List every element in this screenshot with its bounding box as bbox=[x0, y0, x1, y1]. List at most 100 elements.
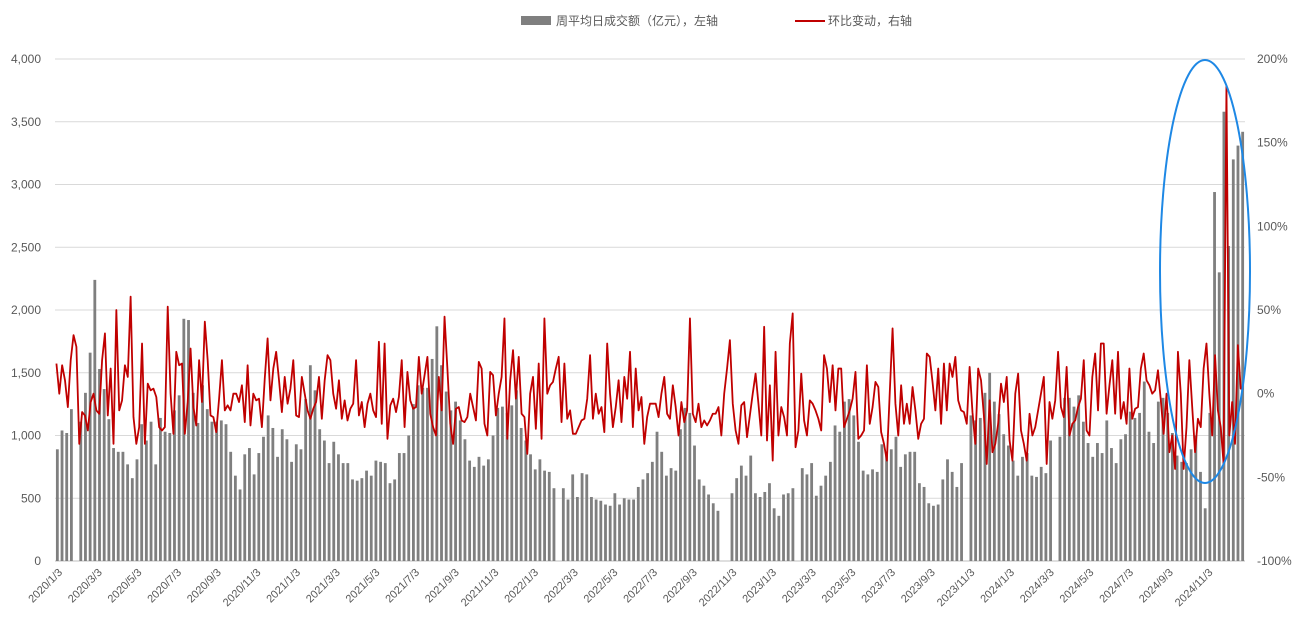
bar bbox=[1067, 397, 1071, 561]
legend-line-label: 环比变动，右轴 bbox=[828, 13, 912, 28]
bar bbox=[782, 494, 785, 561]
bar bbox=[857, 441, 860, 561]
bar bbox=[922, 486, 926, 561]
bar bbox=[135, 459, 139, 561]
bar bbox=[571, 474, 575, 561]
bar bbox=[913, 451, 917, 561]
bar bbox=[252, 474, 256, 561]
bar bbox=[664, 475, 668, 561]
x-tick-label: 2021/1/3 bbox=[264, 567, 303, 606]
legend: 周平均日成交额（亿元），左轴 环比变动，右轴 bbox=[521, 13, 912, 28]
bar bbox=[1199, 471, 1202, 561]
legend-bar-swatch bbox=[521, 16, 551, 25]
bar bbox=[538, 459, 542, 561]
bar bbox=[60, 430, 64, 561]
bar bbox=[430, 358, 434, 561]
bar bbox=[660, 451, 664, 561]
bar bbox=[280, 429, 284, 561]
bar bbox=[1128, 411, 1132, 561]
bar bbox=[885, 454, 888, 561]
x-tick-label: 2021/3/3 bbox=[304, 567, 343, 606]
bar bbox=[322, 440, 326, 561]
right-tick-label: 100% bbox=[1257, 219, 1288, 233]
left-tick-label: 3,500 bbox=[11, 115, 41, 129]
bar bbox=[271, 427, 275, 561]
x-tick-label: 2024/1/3 bbox=[978, 567, 1017, 606]
bar bbox=[1072, 406, 1076, 561]
bar bbox=[229, 451, 233, 561]
right-tick-label: 50% bbox=[1257, 303, 1281, 317]
bar bbox=[861, 470, 865, 561]
bar bbox=[215, 421, 219, 561]
bar bbox=[383, 463, 387, 561]
bar bbox=[1007, 445, 1010, 561]
bar bbox=[533, 469, 537, 561]
bar bbox=[468, 460, 472, 561]
left-axis: 0 500 1,000 1,500 2,000 2,500 3,000 3,500 4,000 bbox=[11, 52, 41, 568]
bar bbox=[388, 483, 392, 561]
bar bbox=[955, 486, 959, 561]
highlight-ellipse bbox=[1159, 59, 1251, 484]
x-tick-label: 2020/11/3 bbox=[221, 567, 264, 610]
bar bbox=[69, 409, 73, 561]
bar bbox=[486, 459, 490, 561]
bar bbox=[84, 392, 87, 561]
bar bbox=[978, 417, 982, 561]
bar bbox=[543, 470, 546, 561]
bar bbox=[1166, 412, 1170, 561]
bar bbox=[98, 368, 101, 561]
bar bbox=[140, 424, 144, 561]
bar bbox=[599, 500, 603, 561]
bar bbox=[777, 515, 781, 561]
bar bbox=[515, 390, 518, 561]
bar bbox=[154, 464, 158, 561]
bar bbox=[393, 479, 397, 561]
bar bbox=[1105, 420, 1109, 561]
bar bbox=[163, 431, 167, 561]
bar bbox=[130, 478, 134, 561]
bar bbox=[1142, 381, 1146, 561]
left-tick-label: 1,000 bbox=[11, 429, 41, 443]
bar bbox=[337, 454, 340, 561]
bar bbox=[355, 480, 359, 561]
bar bbox=[618, 504, 621, 561]
bar bbox=[683, 407, 687, 561]
bar bbox=[613, 493, 617, 561]
bar bbox=[604, 504, 607, 561]
bar bbox=[917, 483, 921, 561]
bar bbox=[294, 444, 298, 561]
bar bbox=[182, 318, 186, 561]
bar bbox=[711, 503, 715, 561]
bar bbox=[159, 417, 162, 561]
left-tick-label: 4,000 bbox=[11, 52, 41, 66]
x-tick-label: 2020/7/3 bbox=[145, 567, 184, 606]
x-axis: 2020/1/3 2020/3/3 2020/5/3 2020/7/3 2020/9/3… bbox=[26, 567, 1215, 610]
bar bbox=[79, 421, 83, 561]
bar bbox=[1114, 463, 1118, 561]
bar bbox=[791, 488, 795, 561]
bar bbox=[369, 475, 373, 561]
bar bbox=[679, 429, 682, 561]
bar bbox=[819, 485, 823, 561]
bar bbox=[889, 449, 893, 561]
bar bbox=[168, 432, 172, 561]
bar bbox=[908, 451, 912, 561]
bar bbox=[1091, 456, 1095, 561]
bar bbox=[552, 488, 556, 561]
bar bbox=[313, 390, 317, 561]
x-tick-label: 2020/5/3 bbox=[106, 567, 145, 606]
bar bbox=[482, 465, 486, 561]
bar bbox=[622, 498, 626, 561]
bar bbox=[501, 406, 504, 561]
bar bbox=[1100, 453, 1104, 561]
bar bbox=[1049, 440, 1052, 561]
bar bbox=[421, 387, 425, 561]
bar bbox=[304, 399, 308, 561]
bar bbox=[852, 415, 856, 561]
bar bbox=[749, 455, 753, 561]
x-tick-label: 2023/1/3 bbox=[740, 567, 779, 606]
bar bbox=[107, 419, 111, 561]
x-tick-label: 2020/9/3 bbox=[185, 567, 224, 606]
bar bbox=[191, 392, 195, 561]
bar bbox=[805, 474, 809, 561]
